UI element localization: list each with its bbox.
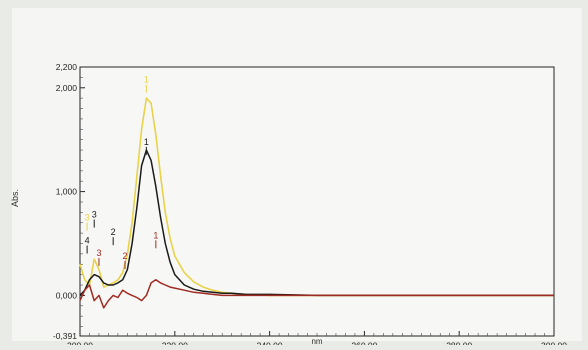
x-tick-label: 240,00 <box>257 340 283 345</box>
y-tick-label: 2,200 <box>56 62 78 72</box>
y-tick-label: 1,000 <box>56 187 78 197</box>
plot-area <box>79 66 555 337</box>
x-tick-label: 300,00 <box>541 340 567 345</box>
y-tick-label: 2,000 <box>56 83 78 93</box>
peak-label: 2 <box>111 227 116 237</box>
x-axis-label: nm <box>311 337 322 345</box>
y-tick-label: 0,000 <box>56 290 78 300</box>
x-tick-label: 220,00 <box>162 340 188 345</box>
y-axis: -0,391 0,000 1,000 2,000 2,200 <box>53 62 85 341</box>
peak-label: 2 <box>123 251 128 261</box>
series-line-3 <box>79 279 554 309</box>
y-axis-label: Abs. <box>10 189 20 207</box>
x-tick-label: 280,00 <box>446 340 472 345</box>
peak-label: 3 <box>92 210 97 220</box>
peak-label: 1 <box>144 75 149 85</box>
peak-label: 3 <box>96 248 101 258</box>
peak-label: 4 <box>85 235 90 245</box>
peak-label: 3 <box>85 213 90 223</box>
series-layer <box>79 97 554 309</box>
x-tick-label: 260,00 <box>351 340 377 345</box>
y-tick-label: -0,391 <box>53 331 77 341</box>
peak-label: 1 <box>153 230 158 240</box>
peak-label: 1 <box>144 137 149 147</box>
x-tick-label: 200,00 <box>67 340 93 345</box>
